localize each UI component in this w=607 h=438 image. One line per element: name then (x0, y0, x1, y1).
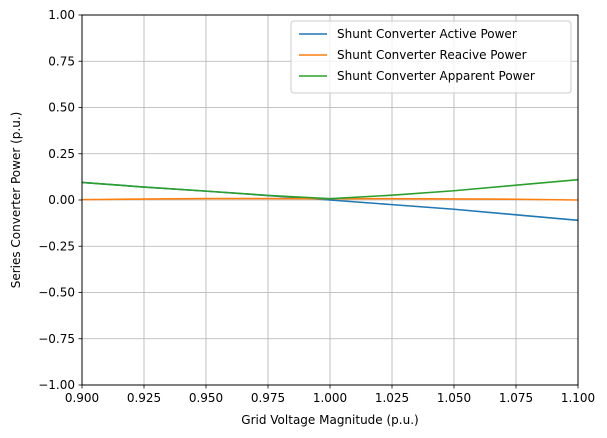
x-tick-label: 0.950 (189, 391, 223, 405)
y-tick-label: −0.50 (38, 286, 75, 300)
y-tick-label: 0.25 (48, 147, 75, 161)
x-tick-label: 0.975 (251, 391, 285, 405)
y-tick-label: −0.25 (38, 239, 75, 253)
x-tick-label: 1.100 (561, 391, 595, 405)
y-tick-label: 1.00 (48, 8, 75, 22)
legend-entry-label: Shunt Converter Reacive Power (337, 48, 527, 62)
x-axis-label: Grid Voltage Magnitude (p.u.) (241, 413, 418, 427)
series-lines (81, 178, 579, 222)
x-tick-label: 1.075 (499, 391, 533, 405)
x-tick-label: 1.025 (375, 391, 409, 405)
x-tick-label: 1.000 (313, 391, 347, 405)
y-tick-label: 0.00 (48, 193, 75, 207)
legend-box (290, 20, 572, 94)
y-tick-label: 0.75 (48, 54, 75, 68)
y-tick-label: −0.75 (38, 332, 75, 346)
legend: Shunt Converter Active Power Shunt Conver… (290, 20, 572, 94)
legend-entry-label: Shunt Converter Active Power (337, 27, 517, 41)
x-tick-label: 0.900 (65, 391, 99, 405)
x-tick-label: 1.050 (437, 391, 471, 405)
legend-entry-label: Shunt Converter Apparent Power (337, 69, 535, 83)
series-line-3 (81, 178, 579, 200)
y-tick-label: −1.00 (38, 378, 75, 392)
axis-ticks: 0.900 0.925 0.950 0.975 1.000 1.025 1.050 1.075… (38, 8, 595, 405)
y-tick-label: 0.50 (48, 101, 75, 115)
y-axis-label: Series Converter Power (p.u.) (9, 112, 23, 289)
x-tick-label: 0.925 (127, 391, 161, 405)
